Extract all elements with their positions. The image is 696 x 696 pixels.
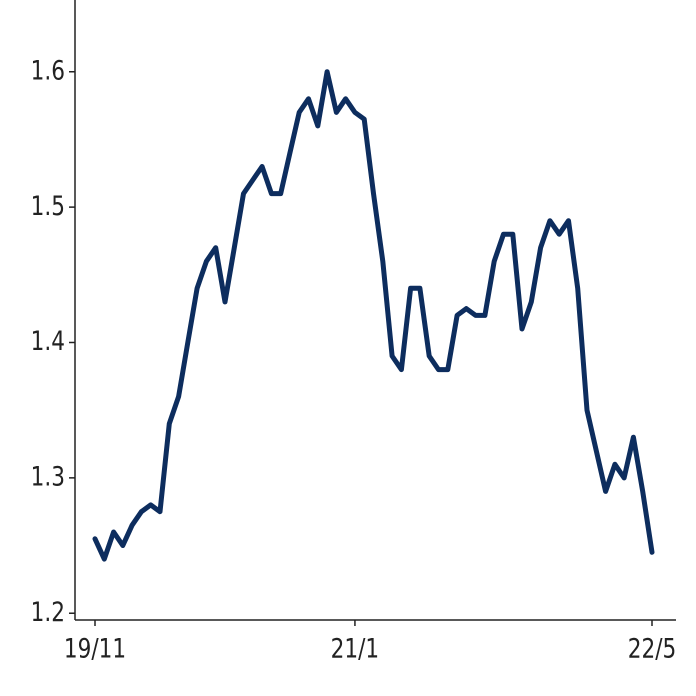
- y-tick-label: 1.6: [31, 54, 65, 86]
- y-tick-label: 1.4: [31, 325, 65, 357]
- y-tick-label: 1.3: [31, 460, 65, 492]
- x-tick-label: 22/5: [628, 632, 676, 664]
- x-tick-label: 21/1: [331, 632, 379, 664]
- x-tick-label: 19/11: [64, 632, 126, 664]
- y-tick-label: 1.5: [31, 189, 65, 221]
- y-tick-label: 1.2: [31, 596, 65, 628]
- line: [92, 69, 655, 562]
